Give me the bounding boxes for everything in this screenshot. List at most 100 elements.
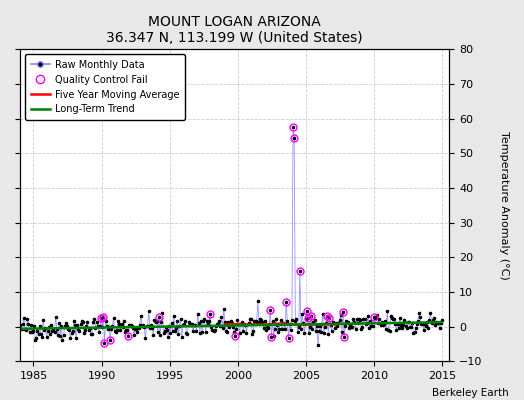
Point <box>207 324 215 330</box>
Point <box>375 316 384 322</box>
Point <box>214 321 222 328</box>
Point <box>282 299 290 306</box>
Point <box>435 325 444 332</box>
Point <box>232 326 241 332</box>
Point <box>382 326 390 332</box>
Point <box>57 323 66 330</box>
Point <box>72 335 80 341</box>
Point <box>258 319 267 325</box>
Point <box>395 325 403 332</box>
Point <box>261 327 270 333</box>
Point <box>155 314 163 320</box>
Point <box>46 331 54 338</box>
Point <box>107 326 115 332</box>
Point <box>81 327 90 333</box>
Point <box>173 318 181 325</box>
Point <box>208 327 216 333</box>
Point <box>47 322 56 328</box>
Point <box>274 329 282 335</box>
Point <box>344 324 353 331</box>
Point <box>319 310 327 317</box>
Point <box>198 328 206 335</box>
Point <box>293 328 302 335</box>
Point <box>292 316 301 322</box>
Point <box>71 322 79 328</box>
Point <box>249 328 257 334</box>
Point <box>100 340 108 346</box>
Point <box>167 320 176 326</box>
Point <box>281 326 289 332</box>
Point <box>269 332 278 339</box>
Point <box>428 320 436 326</box>
Point <box>127 323 136 330</box>
Point <box>253 318 261 325</box>
Point <box>171 328 179 334</box>
Point <box>137 312 145 319</box>
Point <box>74 326 83 332</box>
Point <box>111 327 119 334</box>
Point <box>29 328 37 334</box>
Point <box>255 319 263 325</box>
Point <box>422 322 430 329</box>
Point <box>131 326 139 332</box>
Point <box>59 332 68 338</box>
Point <box>116 327 125 333</box>
Point <box>85 325 94 331</box>
Point <box>126 322 135 328</box>
Point <box>403 318 412 325</box>
Point <box>418 320 427 327</box>
Point <box>159 330 168 336</box>
Point <box>122 326 130 333</box>
Point <box>231 332 239 339</box>
Point <box>121 329 129 335</box>
Point <box>118 323 127 330</box>
Point <box>43 328 52 334</box>
Point <box>392 326 401 333</box>
Point <box>45 324 53 330</box>
Point <box>149 331 158 338</box>
Point <box>84 327 93 334</box>
Point <box>297 326 305 332</box>
Point <box>228 323 237 330</box>
Point <box>240 321 248 328</box>
Point <box>398 325 406 332</box>
Point <box>115 321 124 328</box>
Point <box>275 326 283 332</box>
Point <box>70 318 78 324</box>
Point <box>55 320 63 326</box>
Point <box>241 322 249 328</box>
Point <box>421 321 429 327</box>
Point <box>125 322 134 328</box>
Point <box>36 323 44 329</box>
Point <box>271 326 279 332</box>
Point <box>407 324 416 330</box>
Point <box>37 331 45 337</box>
Point <box>320 330 328 336</box>
Point <box>165 323 173 329</box>
Point <box>244 321 252 327</box>
Point <box>102 318 110 325</box>
Point <box>301 316 310 322</box>
Point <box>414 318 422 324</box>
Point <box>307 313 315 320</box>
Point <box>42 334 51 340</box>
Point <box>257 317 266 323</box>
Point <box>399 322 408 328</box>
Point <box>346 322 354 328</box>
Point <box>62 320 70 326</box>
Point <box>303 314 312 321</box>
Point <box>172 325 180 331</box>
Point <box>332 320 341 326</box>
Point <box>136 322 144 328</box>
Point <box>402 325 411 331</box>
Point <box>77 320 85 327</box>
Point <box>16 322 25 328</box>
Point <box>130 332 138 338</box>
Point <box>377 319 386 325</box>
Point <box>238 319 246 326</box>
Point <box>24 321 32 327</box>
Point <box>203 318 211 324</box>
Point <box>150 317 159 323</box>
Point <box>26 322 35 329</box>
Point <box>285 335 293 342</box>
